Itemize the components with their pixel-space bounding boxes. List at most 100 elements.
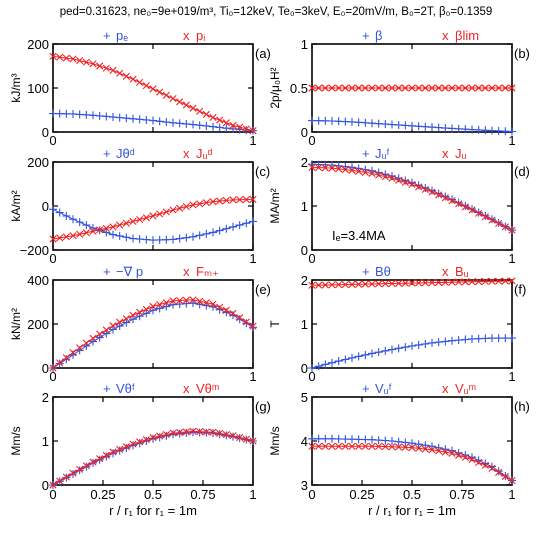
- data-point: [209, 198, 217, 206]
- data-point: [461, 203, 469, 211]
- data-point: [448, 84, 456, 92]
- data-point: [229, 196, 237, 204]
- data-point: [361, 168, 369, 177]
- data-point: [236, 314, 244, 322]
- y-axis-label: kN/m²: [9, 308, 23, 340]
- x-tick-label: 1: [508, 487, 515, 502]
- panel-label: (f): [514, 282, 526, 297]
- legend-label: Jᵤᵈ: [196, 146, 212, 161]
- data-point: [95, 333, 104, 342]
- data-point: [142, 305, 150, 313]
- legend-marker: x: [183, 264, 190, 279]
- series-line: [52, 198, 254, 240]
- legend-marker: x: [442, 28, 449, 43]
- data-point: [156, 88, 164, 96]
- data-point: [156, 432, 164, 440]
- x-tick-label: 0: [308, 133, 315, 148]
- data-point: [116, 318, 124, 326]
- data-point: [215, 226, 224, 235]
- data-point: [109, 448, 117, 456]
- data-point: [495, 277, 503, 285]
- data-point: [501, 223, 509, 231]
- plot-frame: [311, 279, 513, 369]
- y-tick-label: 100: [27, 81, 49, 96]
- data-point: [455, 451, 463, 459]
- data-point: [401, 279, 409, 287]
- data-point: [202, 121, 211, 130]
- data-point: [76, 465, 84, 474]
- y-axis-label: MA/m²: [268, 188, 282, 223]
- data-point: [49, 481, 57, 489]
- data-point: [102, 329, 111, 338]
- data-point: [149, 306, 157, 315]
- y-tick-label: 200: [27, 37, 49, 52]
- data-point: [468, 206, 476, 214]
- y-tick-label: 2: [301, 155, 308, 170]
- x-tick-label: 1: [508, 369, 515, 384]
- data-point: [175, 234, 184, 243]
- y-tick-label: 0: [42, 361, 49, 376]
- data-point: [401, 443, 409, 451]
- data-point: [249, 195, 257, 203]
- y-axis-label: kA/m²: [9, 190, 23, 221]
- data-point: [182, 119, 191, 128]
- data-point: [448, 278, 456, 286]
- data-point: [508, 84, 516, 92]
- data-point: [149, 433, 157, 442]
- legend-marker: +: [362, 264, 370, 279]
- y-tick-label: 0: [301, 125, 308, 140]
- data-point: [89, 60, 97, 68]
- data-point: [102, 326, 110, 334]
- data-point: [388, 174, 396, 182]
- data-point: [335, 84, 343, 92]
- data-point: [182, 101, 190, 109]
- data-point: [368, 442, 376, 450]
- data-point: [176, 296, 184, 305]
- legend-label: Jᵤᶠ: [375, 146, 389, 161]
- data-point: [62, 233, 70, 241]
- data-point: [195, 121, 204, 130]
- data-point: [448, 197, 456, 205]
- data-point: [196, 297, 204, 305]
- data-point: [455, 200, 463, 208]
- legend-label: Bθ: [375, 264, 391, 279]
- y-tick-label: 5: [301, 390, 308, 405]
- data-point: [56, 359, 64, 367]
- data-point: [249, 217, 257, 226]
- data-point: [129, 75, 137, 83]
- legend-label: Jθᵈ: [116, 146, 135, 161]
- legend-marker: +: [103, 146, 111, 161]
- data-point: [501, 334, 510, 343]
- data-point: [89, 334, 97, 342]
- data-point: [321, 360, 330, 369]
- y-tick-label: 0: [301, 243, 308, 258]
- x-tick-label: 0: [308, 487, 315, 502]
- data-point: [315, 442, 323, 450]
- data-point: [375, 442, 383, 451]
- data-point: [408, 84, 416, 92]
- data-point: [335, 165, 343, 173]
- data-point: [189, 201, 197, 209]
- data-point: [435, 278, 443, 287]
- data-point: [461, 278, 469, 286]
- data-point: [156, 300, 164, 309]
- data-point: [335, 281, 343, 289]
- x-tick-label: 0.5: [403, 487, 421, 502]
- data-point: [49, 364, 57, 372]
- data-point: [334, 357, 343, 366]
- data-point: [122, 443, 130, 451]
- data-point: [341, 84, 349, 92]
- data-point: [361, 84, 369, 92]
- data-point: [136, 308, 144, 316]
- data-point: [314, 362, 323, 371]
- data-point: [495, 84, 503, 92]
- data-point: [142, 115, 151, 124]
- legend-label: Vθᶠ: [116, 381, 135, 396]
- data-point: [155, 304, 164, 313]
- data-point: [149, 116, 157, 125]
- data-point: [169, 235, 177, 244]
- data-point: [162, 235, 171, 244]
- data-point: [209, 300, 217, 308]
- data-point: [189, 104, 197, 112]
- data-point: [162, 431, 171, 440]
